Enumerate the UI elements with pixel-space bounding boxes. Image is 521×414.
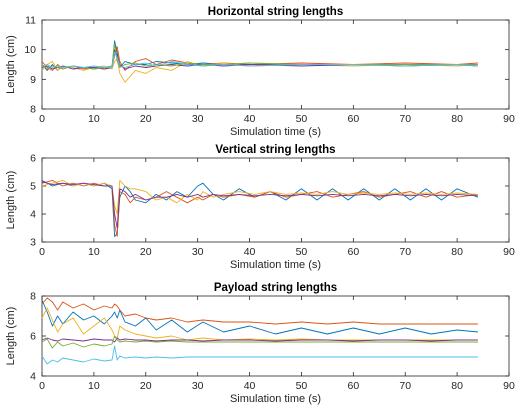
chart-panel-2: Vertical string lengths 0 10 20 30 40 50 60 70 80… <box>5 144 515 271</box>
x-tick-label: 40 <box>244 113 256 125</box>
y-tick-label: 4 <box>30 371 36 383</box>
chart-title: Payload string lengths <box>214 282 337 294</box>
x-tick-label: 80 <box>451 113 463 125</box>
y-tick-label: 5 <box>30 181 36 193</box>
x-tick-label: 30 <box>192 380 204 392</box>
x-tick-label: 90 <box>503 380 515 392</box>
x-axis-label: Simulation time (s) <box>230 126 321 138</box>
y-tick-label: 9 <box>30 74 36 86</box>
x-tick-label: 90 <box>503 113 515 125</box>
x-tick-label: 30 <box>192 113 204 125</box>
x-tick-label: 80 <box>451 380 463 392</box>
y-axis-label: Length (cm) <box>5 35 17 94</box>
x-tick-label: 50 <box>296 246 308 258</box>
chart-panel-1: Horizontal string lengths 0 10 20 30 40 50 60 70… <box>5 6 515 138</box>
x-tick-label: 20 <box>140 113 152 125</box>
x-tick-label: 0 <box>39 113 45 125</box>
series-line-5 <box>41 43 478 70</box>
y-tick-label: 11 <box>25 15 36 27</box>
x-tick-label: 40 <box>244 380 256 392</box>
series-line-4 <box>41 181 478 229</box>
series-line-6 <box>41 345 478 365</box>
x-tick-label: 70 <box>399 246 411 258</box>
x-tick-label: 0 <box>39 380 45 392</box>
x-tick-label: 60 <box>347 113 359 125</box>
series-line-3 <box>41 307 478 341</box>
y-tick-label: 4 <box>30 209 36 221</box>
y-tick-label: 8 <box>30 291 36 303</box>
x-tick-label: 20 <box>140 246 152 258</box>
x-tick-label: 10 <box>88 380 100 392</box>
series-line-3 <box>41 179 478 215</box>
y-tick-label: 6 <box>30 153 36 165</box>
series-line-6 <box>41 52 478 68</box>
x-tick-label: 80 <box>451 246 463 258</box>
chart-title: Horizontal string lengths <box>208 6 343 18</box>
x-tick-label: 0 <box>39 246 45 258</box>
y-tick-label: 10 <box>24 44 36 56</box>
y-axis-label: Length (cm) <box>5 171 17 230</box>
x-tick-label: 70 <box>399 380 411 392</box>
y-tick-label: 8 <box>30 104 36 116</box>
x-tick-label: 10 <box>88 246 100 258</box>
series-line-4 <box>41 337 478 343</box>
x-tick-label: 50 <box>296 380 308 392</box>
plot-area <box>41 157 510 243</box>
x-tick-label: 90 <box>503 246 515 258</box>
x-tick-label: 10 <box>88 113 100 125</box>
series-line-1 <box>41 180 479 237</box>
x-tick-label: 60 <box>347 246 359 258</box>
series-line-2 <box>41 297 478 325</box>
series-line-5 <box>41 335 478 349</box>
x-tick-label: 70 <box>399 113 411 125</box>
x-tick-label: 30 <box>192 246 204 258</box>
x-tick-label: 40 <box>244 246 256 258</box>
x-tick-label: 50 <box>296 113 308 125</box>
x-axis-label: Simulation time (s) <box>230 393 321 405</box>
x-tick-label: 60 <box>347 380 359 392</box>
x-tick-label: 20 <box>140 380 152 392</box>
chart-title: Vertical string lengths <box>215 144 335 156</box>
chart-panel-3: Payload string lengths 0 10 20 30 40 50 60 70 80 9… <box>5 282 515 405</box>
y-axis-label: Length (cm) <box>5 307 17 366</box>
y-tick-label: 3 <box>30 237 36 249</box>
x-axis-label: Simulation time (s) <box>230 259 321 271</box>
y-tick-label: 6 <box>30 331 36 343</box>
